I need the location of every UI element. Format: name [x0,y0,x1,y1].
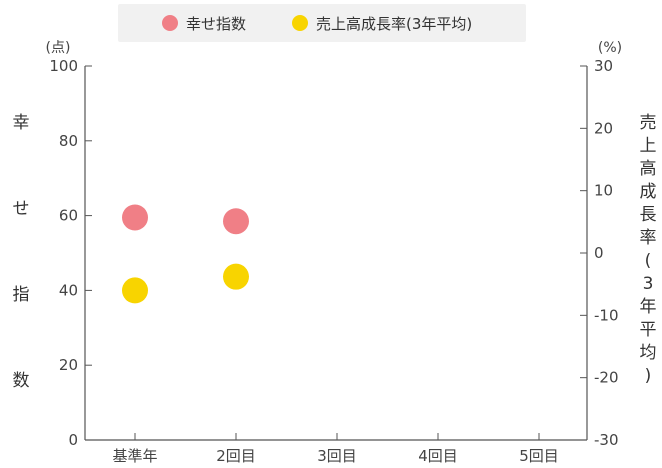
legend-background [118,4,526,42]
axis-titles: (点) (%) 幸せ指数 売上高成長率(3 年平均) [13,40,657,391]
legend-marker [292,15,308,31]
x-tick-label: 基準年 [112,447,157,465]
left-axis-unit: (点) [46,40,71,56]
right-tick-label: 30 [594,57,613,75]
right-tick-label: -30 [594,431,619,449]
data-point [122,277,148,304]
data-point [223,263,249,290]
legend-label: 売上高成長率(3年平均) [316,15,472,33]
right-axis-unit: (%) [598,40,622,56]
left-tick-label: 60 [59,207,78,225]
left-tick-label: 0 [68,431,78,449]
x-tick-label: 4回目 [418,447,458,465]
left-tick-label: 100 [49,57,78,75]
axes [84,66,588,441]
right-tick-label: -20 [594,369,619,387]
left-tick-label: 20 [59,356,78,374]
x-axis-ticks: 基準年 2回目 3回目 4回目 5回目 [112,433,559,465]
right-tick-label: 0 [594,244,604,262]
right-tick-label: 10 [594,182,613,200]
left-tick-label: 40 [59,281,78,299]
x-tick-label: 5回目 [519,447,559,465]
right-axis-title: 売上高成長率(3 年平均) [640,113,657,386]
legend-label: 幸せ指数 [186,15,246,33]
right-tick-label: -10 [594,306,619,324]
right-axis-ticks: -30 -20 -10 0 10 20 30 [580,57,619,449]
left-tick-label: 80 [59,132,78,150]
left-axis-ticks: 0 20 40 60 80 100 [49,57,92,449]
data-point [223,208,249,235]
x-tick-label: 2回目 [216,447,256,465]
right-tick-label: 20 [594,119,613,137]
x-tick-label: 3回目 [317,447,357,465]
legend-marker [162,15,178,31]
left-axis-title: 幸せ指数 [13,113,30,391]
data-point [122,204,148,231]
legend: 幸せ指数 売上高成長率(3年平均) [118,4,526,42]
data-points [122,204,249,304]
